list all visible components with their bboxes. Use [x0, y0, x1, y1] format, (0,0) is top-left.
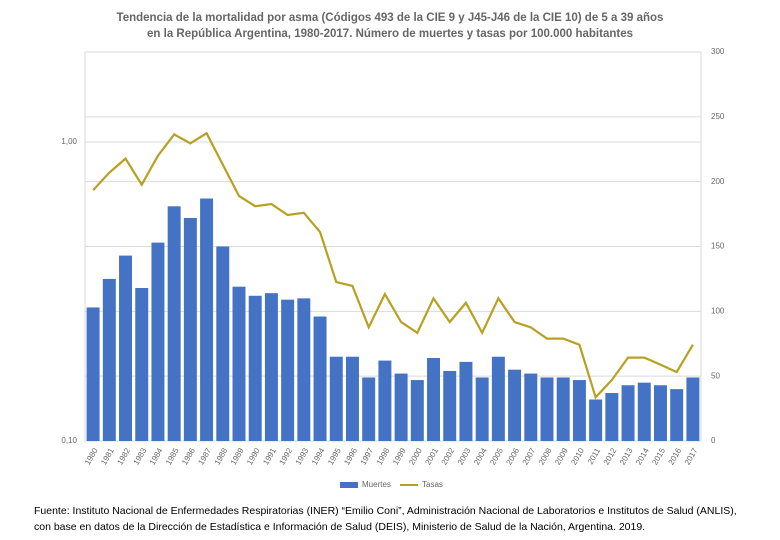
bar	[410, 380, 424, 441]
bar	[491, 356, 505, 441]
bar	[248, 295, 262, 441]
x-tick-label: 1985	[164, 446, 181, 466]
x-tick-label: 1990	[245, 446, 262, 466]
y-tick-label: 0,10	[61, 436, 77, 445]
legend-label: Tasas	[422, 480, 443, 489]
bar	[200, 198, 214, 441]
bar	[670, 389, 684, 441]
x-tick-label: 2014	[634, 446, 651, 466]
bar	[183, 217, 197, 441]
y-tick-label: 1,00	[61, 137, 77, 146]
x-tick-label: 1981	[99, 446, 116, 466]
bar	[686, 377, 700, 441]
bar	[232, 286, 246, 441]
bar	[281, 299, 295, 441]
bar	[459, 361, 473, 441]
x-tick-label: 2007	[521, 446, 538, 466]
y2-tick-label: 250	[711, 112, 725, 121]
x-tick-label: 2010	[569, 446, 586, 466]
bar	[653, 385, 667, 441]
y2-tick-label: 0	[711, 436, 716, 445]
line	[92, 131, 694, 400]
bar	[524, 373, 538, 441]
bar	[151, 242, 165, 441]
x-tick-label: 2003	[456, 446, 473, 466]
x-tick-label: 1994	[310, 446, 327, 466]
x-tick-label: 1991	[261, 446, 278, 466]
y2-tick-label: 300	[711, 47, 725, 56]
x-tick-label: 1997	[359, 446, 376, 466]
x-tick-label: 2001	[423, 446, 440, 466]
x-tick-label: 2005	[488, 446, 505, 466]
x-tick-label: 1986	[180, 446, 197, 466]
x-tick-label: 1998	[375, 446, 392, 466]
x-tick-label: 1984	[148, 446, 165, 466]
x-tick-label: 2004	[472, 446, 489, 466]
bar	[119, 255, 133, 441]
x-tick-label: 2015	[650, 446, 667, 466]
x-tick-label: 1987	[196, 446, 213, 466]
bar	[297, 298, 311, 441]
y2-tick-label: 200	[711, 177, 725, 186]
x-tick-label: 1995	[326, 446, 343, 466]
x-tick-label: 1999	[391, 446, 408, 466]
legend-label: Muertes	[362, 480, 391, 489]
bar	[345, 356, 359, 441]
x-tick-label: 2000	[407, 446, 424, 466]
x-tick-label: 1988	[213, 446, 230, 466]
y2-tick-label: 50	[711, 371, 720, 380]
bar	[394, 373, 408, 441]
bar	[637, 382, 651, 441]
bar	[556, 377, 570, 441]
y2-tick-label: 100	[711, 306, 725, 315]
bar	[167, 206, 181, 441]
bar	[313, 316, 327, 441]
source-note: Fuente: Instituto Nacional de Enfermedad…	[34, 505, 737, 533]
bar	[216, 246, 230, 441]
bar	[589, 399, 603, 441]
x-tick-label: 1980	[83, 446, 100, 466]
bar	[572, 380, 586, 441]
x-tick-label: 2008	[537, 446, 554, 466]
bar	[427, 358, 441, 441]
bar	[264, 293, 278, 441]
y2-tick-label: 150	[711, 242, 725, 251]
x-tick-label: 2011	[586, 446, 603, 466]
bar	[329, 356, 343, 441]
x-tick-label: 1983	[132, 446, 149, 466]
legend-swatch	[340, 482, 358, 488]
x-tick-label: 1982	[115, 446, 132, 466]
x-tick-label: 1996	[342, 446, 359, 466]
x-tick-label: 2006	[504, 446, 521, 466]
x-tick-label: 2016	[667, 446, 684, 466]
x-tick-label: 1989	[229, 446, 246, 466]
bar	[475, 377, 489, 441]
bar	[378, 360, 392, 441]
bar	[508, 369, 522, 441]
x-tick-label: 1992	[277, 446, 294, 466]
x-tick-label: 1993	[294, 446, 311, 466]
x-tick-label: 2013	[618, 446, 635, 466]
x-tick-label: 2017	[683, 446, 700, 466]
bar	[362, 377, 376, 441]
x-tick-label: 2002	[440, 446, 457, 466]
bar	[621, 385, 635, 441]
bar	[540, 377, 554, 441]
bar	[102, 278, 116, 441]
bar	[605, 393, 619, 441]
x-tick-label: 2012	[602, 446, 619, 466]
bar	[443, 370, 457, 441]
bar	[86, 307, 100, 441]
bar	[135, 287, 149, 441]
x-tick-label: 2009	[553, 446, 570, 466]
chart-title: Tendencia de la mortalidad por asma (Cód…	[116, 12, 664, 40]
